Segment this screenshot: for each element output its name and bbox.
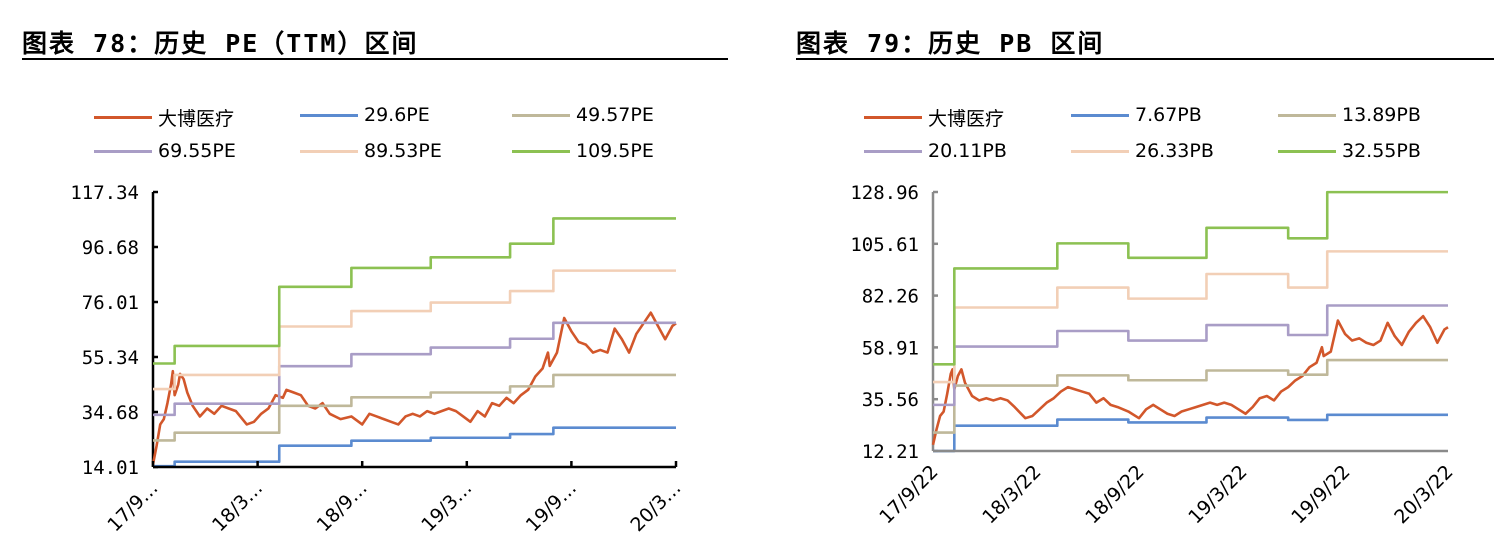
legend-label: 7.67PB [1135,104,1202,126]
legend-swatch [94,149,152,153]
series-line [153,373,676,442]
legend-item: 20.11PB [864,140,1007,162]
y-tick-label: 105.61 [850,234,919,256]
pb-chart-title: 图表 79：历史 PB 区间 [796,29,1105,58]
y-tick-label: 76.01 [82,292,139,314]
legend-item: 49.57PE [512,104,654,126]
series-line [151,311,677,465]
legend-item: 13.89PB [1278,104,1421,126]
y-tick-label: 117.34 [70,182,139,204]
y-tick-label: 55.34 [82,347,139,369]
legend-item: 89.53PE [300,140,442,162]
legend-item: 109.5PE [512,140,654,162]
pe-chart-title: 图表 78：历史 PE（TTM）区间 [22,29,419,58]
legend-swatch [1071,149,1129,153]
legend-label: 大博医疗 [158,108,235,130]
pb-title-rule [796,58,1494,60]
legend-label: 32.55PB [1342,140,1421,162]
x-tick-label: 17/9/22 [875,461,942,528]
x-tick-label: 20/3/22 [1390,461,1457,528]
series-line [153,321,676,417]
series-line [933,413,1448,453]
series-line [931,314,1449,446]
y-tick-label: 58.91 [862,337,919,359]
legend-item: 32.55PB [1278,140,1421,162]
series-line [933,190,1448,366]
x-tick-label: 18/3/22 [978,461,1045,528]
pe-title-rule [22,58,728,60]
legend-item: 26.33PB [1071,140,1214,162]
series-line [933,358,1448,434]
y-tick-label: 14.01 [82,457,139,479]
legend-swatch [300,149,358,153]
series-line [153,217,676,365]
x-tick-label: 18/9/22 [1081,461,1148,528]
legend-swatch [300,113,358,117]
legend-swatch [1278,149,1336,153]
legend-swatch [864,116,922,119]
legend-label: 49.57PE [576,104,654,126]
x-tick-label: 19/9/22 [1287,461,1354,528]
x-tick-label: 19/3/22 [1184,461,1251,528]
series-line [153,269,676,391]
legend-label: 13.89PB [1342,104,1421,126]
legend-label: 109.5PE [576,140,654,162]
y-tick-label: 34.68 [82,402,139,424]
series-line [933,250,1448,384]
pe-chart-panel: 图表 78：历史 PE（TTM）区间 大博医疗 29.6PE 49.57PE 6… [0,0,740,560]
legend-item: 69.55PE [94,140,236,162]
series-line [933,304,1448,407]
y-tick-label: 12.21 [862,441,919,463]
legend-swatch [864,149,922,153]
legend-label: 20.11PB [928,140,1007,162]
legend-label: 大博医疗 [928,108,1005,130]
legend-swatch [512,149,570,153]
legend-label: 26.33PB [1135,140,1214,162]
legend-swatch [1071,113,1129,117]
legend-item: 7.67PB [1071,104,1202,126]
legend-label: 69.55PE [158,140,236,162]
legend-item: 大博医疗 [864,104,1004,131]
y-tick-label: 35.56 [862,389,919,411]
y-tick-label: 96.68 [82,237,139,259]
legend-swatch [512,113,570,117]
legend-item: 29.6PE [300,104,430,126]
legend-item: 大博医疗 [94,104,234,131]
y-tick-label: 82.26 [862,286,919,308]
legend-swatch [1278,113,1336,117]
legend-label: 89.53PE [364,140,442,162]
legend-label: 29.6PE [364,104,430,126]
y-tick-label: 128.96 [850,182,919,204]
legend-swatch [94,116,152,119]
series-line [153,426,676,468]
